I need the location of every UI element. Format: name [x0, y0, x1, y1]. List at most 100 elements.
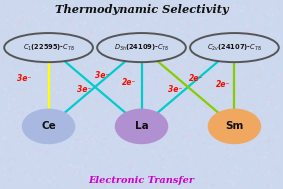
Point	[111, 65, 115, 68]
Point	[277, 161, 282, 164]
Point	[69, 52, 74, 55]
Point	[134, 22, 138, 25]
Point	[120, 175, 124, 178]
Point	[275, 135, 280, 138]
Point	[270, 125, 275, 128]
Point	[180, 53, 184, 56]
Point	[275, 168, 280, 171]
Point	[37, 178, 42, 181]
Point	[251, 43, 256, 46]
Point	[241, 88, 245, 91]
Point	[232, 125, 237, 128]
Point	[107, 29, 112, 32]
Point	[58, 49, 63, 52]
Point	[94, 23, 98, 26]
Point	[71, 82, 75, 85]
Point	[227, 79, 231, 82]
Point	[48, 87, 53, 90]
Point	[6, 160, 10, 163]
Point	[123, 2, 127, 5]
Point	[179, 151, 183, 154]
Point	[54, 171, 59, 174]
Point	[44, 69, 48, 72]
Point	[131, 168, 135, 171]
Point	[158, 183, 163, 186]
Point	[266, 139, 271, 142]
Point	[80, 115, 84, 118]
Point	[129, 169, 134, 172]
Point	[233, 163, 237, 167]
Point	[132, 11, 137, 14]
Point	[173, 128, 177, 131]
Point	[183, 74, 188, 77]
Point	[8, 6, 13, 9]
Point	[251, 9, 256, 12]
Point	[149, 28, 153, 31]
Point	[140, 93, 145, 96]
Point	[241, 9, 246, 12]
Point	[239, 130, 244, 133]
Point	[90, 184, 95, 187]
Point	[24, 109, 29, 112]
Point	[88, 174, 92, 177]
Point	[89, 130, 93, 133]
Point	[267, 59, 271, 62]
Point	[215, 73, 220, 76]
Point	[99, 143, 103, 146]
Point	[28, 55, 32, 58]
Point	[129, 2, 134, 5]
Point	[49, 15, 54, 18]
Point	[54, 153, 59, 156]
Point	[277, 84, 282, 87]
Point	[265, 91, 269, 94]
Point	[257, 140, 262, 143]
Point	[204, 42, 209, 45]
Point	[149, 41, 154, 44]
Point	[194, 53, 198, 57]
Point	[236, 115, 240, 119]
Point	[250, 142, 255, 145]
Point	[246, 118, 251, 121]
Point	[182, 185, 186, 188]
Point	[150, 0, 155, 3]
Point	[128, 42, 132, 45]
Point	[246, 104, 251, 107]
Point	[138, 68, 142, 71]
Point	[22, 54, 26, 57]
Point	[32, 105, 37, 108]
Point	[92, 127, 96, 130]
Point	[266, 140, 271, 143]
Point	[278, 43, 282, 46]
Point	[198, 40, 202, 43]
Point	[102, 137, 106, 140]
Point	[248, 67, 253, 70]
Point	[130, 173, 134, 176]
Point	[59, 50, 63, 53]
Point	[222, 35, 227, 38]
Point	[130, 70, 135, 73]
Point	[37, 26, 42, 29]
Point	[55, 91, 59, 94]
Point	[192, 146, 196, 149]
Point	[84, 90, 89, 93]
Point	[178, 66, 183, 69]
Point	[206, 153, 210, 156]
Point	[263, 26, 267, 29]
Point	[145, 20, 150, 23]
Point	[213, 113, 217, 116]
Point	[217, 42, 222, 45]
Point	[81, 69, 86, 72]
Point	[272, 150, 277, 153]
Point	[189, 47, 194, 50]
Point	[1, 135, 6, 138]
Point	[231, 183, 235, 186]
Point	[149, 161, 154, 164]
Point	[131, 103, 136, 106]
Point	[136, 24, 141, 27]
Point	[53, 48, 58, 51]
Point	[101, 181, 105, 184]
Point	[90, 142, 95, 145]
Point	[142, 12, 146, 15]
Point	[7, 41, 12, 44]
Point	[191, 4, 196, 7]
